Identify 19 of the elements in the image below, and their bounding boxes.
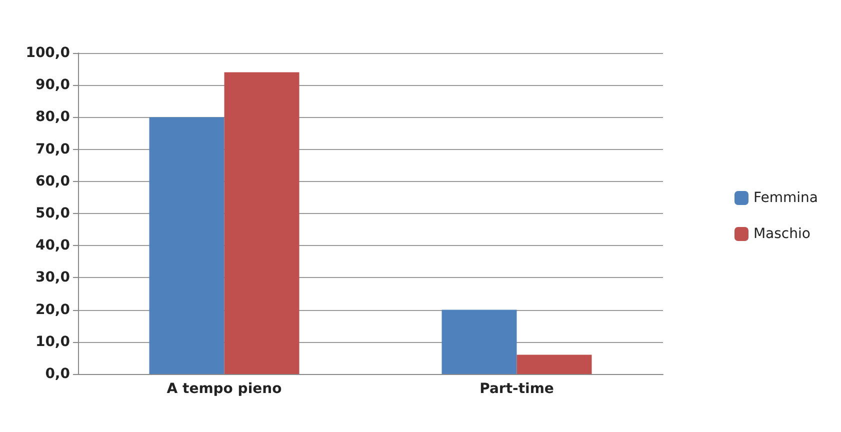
y-tick-label: 90,0 xyxy=(35,77,70,94)
legend-label: Maschio xyxy=(753,226,810,242)
legend-label: Femmina xyxy=(753,190,818,206)
y-tick-label: 80,0 xyxy=(35,109,70,126)
y-tick-label: 20,0 xyxy=(35,302,70,318)
y-tick-label: 70,0 xyxy=(35,141,70,158)
y-tick-label: 10,0 xyxy=(35,334,70,350)
x-tick-label: Part-time xyxy=(480,381,554,397)
x-tick-label: A tempo pieno xyxy=(166,381,282,397)
y-tick-label: 40,0 xyxy=(35,238,70,254)
y-tick-label: 100,0 xyxy=(26,45,70,61)
bar xyxy=(224,72,300,374)
y-tick-label: 60,0 xyxy=(35,173,70,190)
bar xyxy=(149,117,224,374)
bar xyxy=(442,310,517,374)
bar xyxy=(516,354,592,374)
y-tick-label: 30,0 xyxy=(35,270,70,286)
y-tick-label: 50,0 xyxy=(35,206,70,222)
y-tick-label: 0,0 xyxy=(45,366,70,382)
